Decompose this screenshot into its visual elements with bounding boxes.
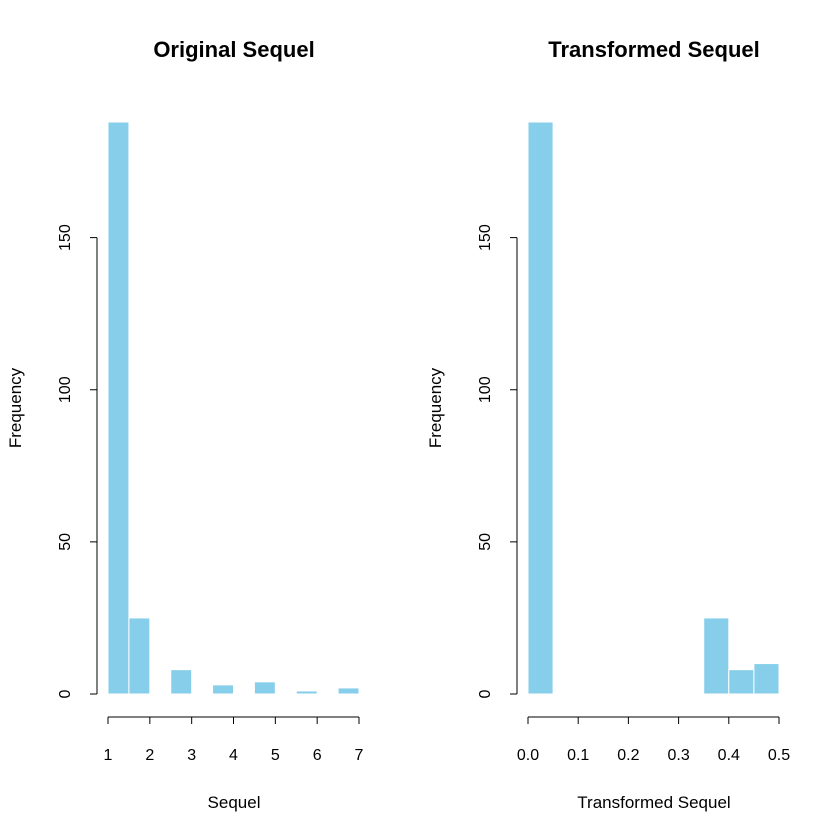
y-tick-label: 50 <box>57 533 74 551</box>
x-tick-label: 0.0 <box>517 747 539 764</box>
y-tick-label: 0 <box>477 689 494 698</box>
x-tick-label: 0.2 <box>617 747 639 764</box>
y-axis-label: Frequency <box>426 367 445 448</box>
histogram-bar <box>253 681 276 695</box>
panel-transformed: Transformed Sequel Transformed Sequel Fr… <box>426 37 790 812</box>
x-tick-label: 1 <box>104 747 113 764</box>
x-tick-label: 0.4 <box>718 747 740 764</box>
x-tick-label: 3 <box>187 747 196 764</box>
chart-title: Original Sequel <box>153 37 314 62</box>
histogram-bar <box>170 669 193 695</box>
x-axis-label: Sequel <box>208 793 261 812</box>
x-tick-label: 0.5 <box>768 747 790 764</box>
chart-title: Transformed Sequel <box>548 37 760 62</box>
x-tick-label: 4 <box>229 747 238 764</box>
histogram-bar <box>527 121 554 695</box>
x-tick-label: 0.1 <box>567 747 589 764</box>
y-tick-label: 100 <box>477 376 494 403</box>
panel-original: Original Sequel Sequel Frequency 1 2 3 4 5 6 7… <box>6 37 364 812</box>
x-axis: 0.0 0.1 0.2 0.3 0.4 0.5 <box>517 716 790 764</box>
x-axis-label: Transformed Sequel <box>577 793 730 812</box>
y-tick-label: 100 <box>57 376 74 403</box>
x-tick-label: 5 <box>271 747 280 764</box>
y-tick-label: 50 <box>477 533 494 551</box>
y-tick-label: 150 <box>57 224 74 251</box>
histogram-bar <box>337 687 360 695</box>
histogram-bar <box>703 617 730 695</box>
histogram-bar <box>212 684 234 695</box>
bars <box>527 121 780 695</box>
y-axis: 0 50 100 150 <box>57 224 98 698</box>
x-tick-label: 2 <box>145 747 154 764</box>
histogram-bar <box>107 121 130 695</box>
y-tick-label: 150 <box>477 224 494 251</box>
x-tick-label: 0.3 <box>667 747 689 764</box>
histogram-bar <box>728 669 755 695</box>
y-axis: 0 50 100 150 <box>477 224 518 698</box>
bars <box>107 121 360 695</box>
y-axis-label: Frequency <box>6 367 25 448</box>
x-axis: 1 2 3 4 5 6 7 <box>104 716 364 764</box>
x-tick-label: 6 <box>313 747 322 764</box>
histogram-bar <box>753 663 780 695</box>
x-tick-label: 7 <box>355 747 364 764</box>
histogram-bar <box>295 690 318 695</box>
histogram-bar <box>128 617 151 695</box>
y-tick-label: 0 <box>57 689 74 698</box>
